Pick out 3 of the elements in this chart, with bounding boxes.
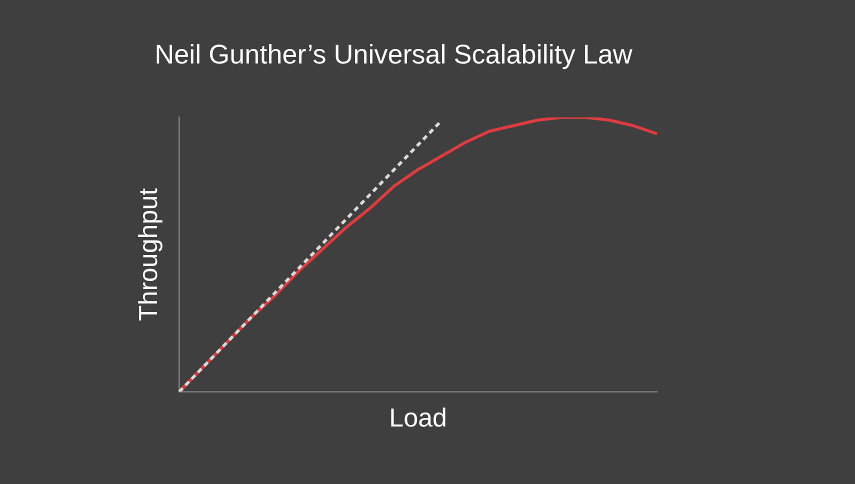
chart-title: Neil Gunther’s Universal Scalability Law xyxy=(154,40,633,70)
x-axis-title: Load xyxy=(389,402,448,433)
y-axis-title: Throughput xyxy=(132,187,163,322)
